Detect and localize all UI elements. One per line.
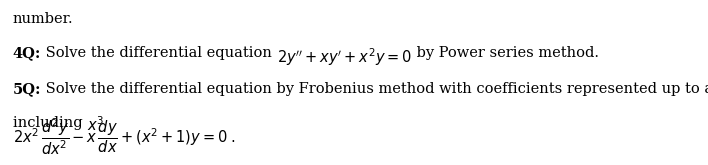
Text: $2x^2\,\dfrac{d^2y}{dx^2} - x\,\dfrac{dy}{dx} + (x^2 + 1)y = 0\;.$: $2x^2\,\dfrac{d^2y}{dx^2} - x\,\dfrac{dy… — [13, 116, 235, 157]
Text: including: including — [13, 115, 87, 130]
Text: $x^3$: $x^3$ — [87, 115, 104, 134]
Text: by Power series method.: by Power series method. — [412, 46, 599, 60]
Text: Solve the differential equation: Solve the differential equation — [41, 46, 277, 60]
Text: $2y'' + xy' + x^2y = 0$: $2y'' + xy' + x^2y = 0$ — [277, 46, 412, 68]
Text: 4Q:: 4Q: — [13, 46, 41, 60]
Text: number.: number. — [13, 12, 74, 26]
Text: 5Q:: 5Q: — [13, 82, 41, 97]
Text: Solve the differential equation by Frobenius method with coefficients represente: Solve the differential equation by Frobe… — [41, 82, 708, 97]
